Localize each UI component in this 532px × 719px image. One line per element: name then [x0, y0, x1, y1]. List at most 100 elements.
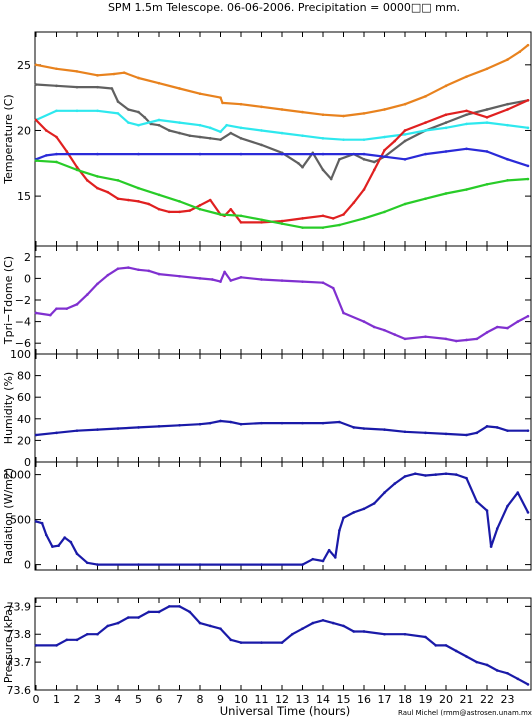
data-point: [188, 610, 192, 614]
data-point: [55, 160, 58, 164]
data-point: [321, 226, 325, 229]
data-point: [137, 563, 140, 566]
data-point: [495, 669, 499, 672]
data-point: [167, 129, 171, 132]
data-point: [342, 138, 345, 141]
data-point: [85, 293, 89, 296]
data-point: [260, 143, 263, 147]
data-point: [280, 641, 284, 644]
y-tick-label: 100: [10, 348, 31, 361]
data-point: [444, 121, 448, 124]
x-tick-label: 22: [480, 693, 494, 706]
y-axis-label-0: Temperature (C): [2, 94, 15, 184]
data-point: [516, 320, 520, 323]
data-point: [342, 311, 345, 315]
data-point: [116, 267, 120, 270]
data-point: [221, 101, 224, 105]
data-point: [518, 50, 522, 53]
data-point: [280, 219, 284, 223]
data-point: [424, 197, 427, 201]
data-point: [85, 179, 89, 182]
data-point: [321, 281, 325, 285]
data-point: [454, 473, 458, 476]
data-point: [372, 160, 376, 164]
data-point: [106, 273, 110, 277]
data-point: [219, 96, 222, 99]
data-point: [403, 133, 407, 136]
data-point: [57, 544, 60, 547]
x-tick-label: 8: [197, 693, 204, 706]
x-tick-label: 10: [234, 693, 248, 706]
data-point: [55, 67, 58, 71]
data-point: [383, 135, 386, 139]
data-point: [424, 474, 427, 477]
data-point: [178, 605, 181, 608]
data-point: [280, 131, 284, 135]
data-point: [116, 427, 120, 430]
data-point: [137, 123, 140, 127]
data-point: [485, 425, 489, 428]
data-point: [34, 644, 38, 647]
data-point: [321, 214, 325, 218]
data-point: [485, 331, 489, 334]
data-point: [69, 540, 73, 544]
data-point: [444, 126, 448, 130]
data-point: [280, 152, 284, 156]
data-point: [188, 134, 192, 138]
x-tick-label: 4: [115, 693, 122, 706]
data-point: [126, 198, 130, 202]
data-point: [301, 165, 304, 169]
data-point: [393, 482, 397, 485]
data-point: [362, 152, 366, 156]
data-point: [178, 131, 181, 135]
data-point: [331, 217, 335, 220]
data-point: [260, 129, 263, 132]
data-point: [44, 129, 48, 132]
series-line-4-0: [36, 605, 529, 686]
data-point: [424, 129, 427, 132]
data-point: [137, 152, 140, 156]
data-point: [403, 337, 407, 341]
data-point: [444, 192, 448, 195]
data-point: [40, 521, 44, 525]
data-point: [137, 426, 140, 429]
y-axis-label-3: Radiation (W/m2): [2, 468, 15, 564]
data-point: [372, 325, 376, 329]
series-line-1-0: [35, 266, 529, 343]
data-point: [454, 339, 458, 343]
data-point: [178, 87, 181, 90]
data-point: [301, 217, 304, 220]
data-point: [403, 632, 407, 636]
x-tick-label: 5: [135, 693, 142, 706]
data-point: [106, 190, 110, 194]
data-point: [321, 168, 325, 172]
data-point: [297, 161, 300, 165]
data-point: [157, 272, 161, 276]
data-point: [110, 87, 114, 90]
series-line-2-0: [35, 419, 528, 437]
data-point: [329, 177, 333, 181]
series-line-0-1: [35, 83, 529, 181]
data-point: [44, 533, 48, 537]
data-point: [383, 210, 386, 214]
data-point: [485, 67, 489, 71]
x-axis-label: Universal Time (hours): [220, 704, 351, 718]
plot-frame-4: [34, 597, 532, 691]
y-tick-label: 73.9: [7, 600, 32, 613]
data-point: [198, 135, 202, 139]
y-tick-label: 0: [24, 456, 31, 469]
data-point: [96, 152, 99, 156]
data-point: [55, 152, 58, 156]
y-tick-label: −2: [15, 294, 31, 307]
data-point: [311, 621, 315, 625]
x-tick-label: 0: [33, 693, 40, 706]
x-tick-label: 3: [94, 693, 101, 706]
data-point: [403, 139, 407, 143]
data-point: [280, 421, 284, 425]
data-point: [475, 337, 479, 341]
x-tick-label: 21: [460, 693, 474, 706]
data-point: [321, 113, 325, 117]
data-point: [321, 619, 325, 622]
data-point: [424, 431, 427, 435]
